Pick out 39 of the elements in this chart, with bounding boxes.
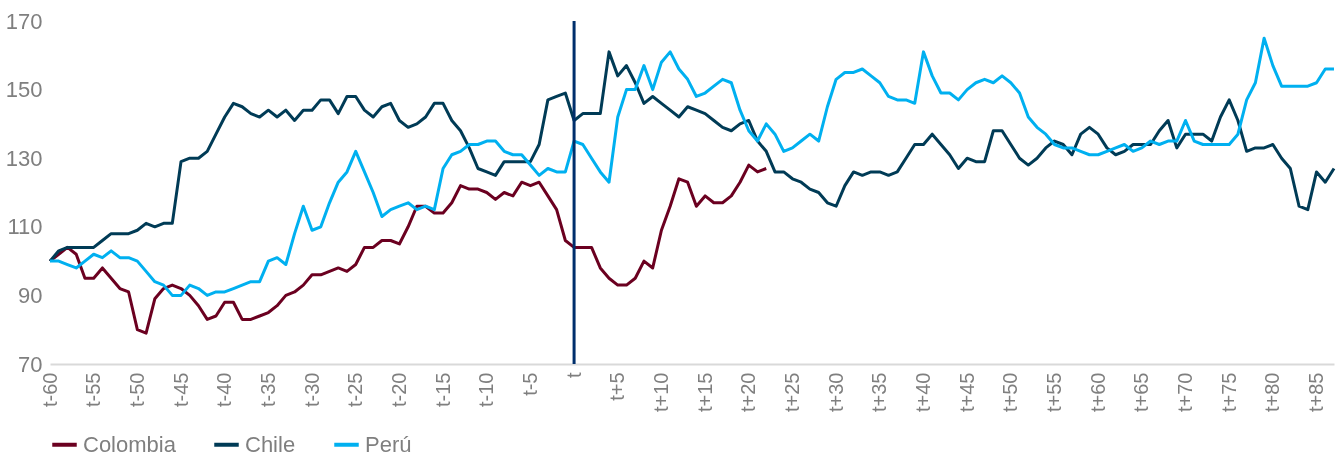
line-series — [48, 36, 1336, 297]
x-tick-label: t+35 — [868, 372, 891, 412]
x-tick-label: t-20 — [387, 372, 410, 407]
x-tick-label: t+60 — [1086, 372, 1109, 412]
x-tick-label: t+30 — [824, 372, 847, 412]
x-tick-label: t-5 — [518, 372, 541, 396]
x-tick-label: t+15 — [693, 372, 716, 412]
y-tick-label: 90 — [18, 282, 43, 308]
x-tick-label: t-50 — [125, 372, 148, 407]
legend-label: Perú — [365, 431, 412, 457]
x-tick-label: t-30 — [300, 372, 323, 407]
y-tick-label: 170 — [5, 8, 43, 34]
x-tick-label: t+80 — [1261, 372, 1284, 412]
x-tick-label: t-10 — [475, 372, 498, 407]
x-tick-label: t+65 — [1130, 372, 1153, 412]
x-tick-label: t+45 — [955, 372, 978, 412]
x-tick-label: t+85 — [1305, 372, 1328, 412]
y-tick-label: 150 — [5, 77, 43, 103]
x-tick-label: t-15 — [431, 372, 454, 407]
x-tick-label: t+25 — [780, 372, 803, 412]
x-tick-label: t+10 — [649, 372, 672, 412]
y-tick-label: 110 — [7, 214, 43, 240]
x-tick-label: t+40 — [911, 372, 934, 412]
line-series — [48, 50, 1336, 263]
x-tick-label: t-25 — [344, 372, 367, 407]
x-tick-label: t+5 — [606, 372, 629, 401]
x-tick-label: t-35 — [256, 372, 279, 407]
x-tick-label: t-45 — [169, 372, 192, 407]
x-tick-label: t — [562, 372, 585, 379]
y-tick-label: 130 — [5, 145, 43, 171]
legend-label: Colombia — [83, 431, 177, 457]
x-tick-label: t+20 — [737, 372, 760, 412]
x-tick-label: t-40 — [213, 372, 236, 407]
x-tick-label: t+70 — [1174, 372, 1197, 412]
x-tick-label: t+75 — [1217, 372, 1240, 412]
x-tick-label: t+50 — [999, 372, 1022, 412]
x-tick-label: t+55 — [1042, 372, 1065, 412]
x-tick-label: t-55 — [82, 372, 105, 407]
legend-label: Chile — [245, 431, 296, 457]
